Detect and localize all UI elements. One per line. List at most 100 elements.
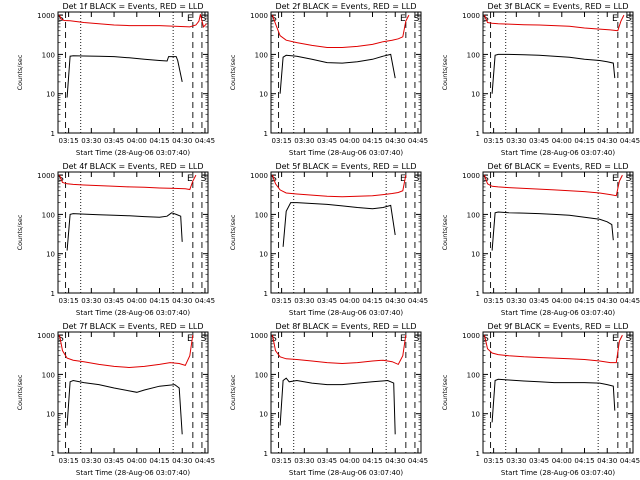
chart-panel-2: Det 2f BLACK = Events, RED = LLD Counts/s… (229, 2, 428, 157)
E-marker: E (612, 174, 618, 184)
x-tick-label: 03:30 (81, 137, 101, 145)
y-tick-label: 1 (476, 130, 480, 138)
chart-panel-3: Det 3f BLACK = Events, RED = LLD Counts/s… (441, 2, 640, 157)
x-axis-label: Start Time (28-Aug-06 03:07:40) (501, 149, 615, 157)
x-axis-label: Start Time (28-Aug-06 03:07:40) (76, 469, 190, 477)
y-axis-label: Counts/sec (229, 214, 237, 250)
y-tick-label: 1 (264, 290, 268, 298)
y-tick-label: 1000 (250, 332, 268, 340)
lld-series-line (484, 334, 623, 364)
chart-title: Det 4f BLACK = Events, RED = LLD (62, 162, 203, 171)
x-tick-label: 04:00 (340, 457, 360, 465)
x-tick-label: 04:45 (195, 457, 215, 465)
y-tick-label: 10 (46, 91, 55, 99)
y-axis-label: Counts/sec (229, 54, 237, 90)
x-tick-label: 04:15 (574, 137, 594, 145)
chart-title: Det 2f BLACK = Events, RED = LLD (275, 2, 416, 11)
chart-title: Det 5f BLACK = Events, RED = LLD (275, 162, 416, 171)
chart-panel-7: Det 7f BLACK = Events, RED = LLD Counts/s… (16, 322, 215, 477)
E-marker: E (400, 14, 406, 24)
events-series-line (491, 211, 614, 251)
y-axis-label: Counts/sec (16, 374, 24, 410)
x-tick-label: 03:15 (484, 137, 504, 145)
E-marker: E (612, 334, 618, 344)
x-tick-label: 03:15 (272, 457, 292, 465)
x-tick-label: 03:45 (529, 297, 549, 305)
y-axis-label: Counts/sec (229, 374, 237, 410)
x-tick-label: 04:15 (574, 457, 594, 465)
y-tick-label: 1 (264, 130, 268, 138)
x-axis-label: Start Time (28-Aug-06 03:07:40) (289, 309, 403, 317)
plot-frame (482, 171, 634, 294)
lld-series-line (272, 174, 407, 198)
y-tick-label: 10 (46, 411, 55, 419)
x-tick-label: 04:00 (340, 137, 360, 145)
x-tick-label: 04:45 (408, 457, 428, 465)
y-tick-label: 1 (51, 130, 55, 138)
S-marker: S (483, 334, 489, 344)
x-axis-label: Start Time (28-Aug-06 03:07:40) (76, 309, 190, 317)
x-tick-label: 03:30 (81, 297, 101, 305)
x-tick-label: 04:15 (149, 137, 169, 145)
lld-series-line (272, 14, 410, 48)
E-marker: E (400, 334, 406, 344)
chart-title: Det 6f BLACK = Events, RED = LLD (487, 162, 628, 171)
lld-series-line (272, 335, 407, 366)
x-tick-label: 03:45 (529, 457, 549, 465)
S-marker: S (201, 334, 207, 344)
x-tick-label: 04:45 (620, 137, 640, 145)
x-tick-label: 04:30 (597, 137, 617, 145)
x-tick-label: 03:15 (272, 297, 292, 305)
y-tick-label: 100 (467, 211, 480, 219)
y-tick-label: 100 (255, 51, 268, 59)
y-tick-label: 100 (42, 211, 55, 219)
x-tick-label: 04:00 (127, 457, 147, 465)
x-tick-label: 03:30 (294, 137, 314, 145)
chart-title: Det 3f BLACK = Events, RED = LLD (487, 2, 628, 11)
x-tick-label: 03:30 (506, 137, 526, 145)
x-tick-label: 03:30 (506, 297, 526, 305)
y-tick-label: 10 (259, 411, 268, 419)
x-axis-label: Start Time (28-Aug-06 03:07:40) (76, 149, 190, 157)
y-tick-label: 1 (264, 450, 268, 458)
S-marker: S (626, 174, 632, 184)
y-tick-label: 100 (42, 51, 55, 59)
S-marker: S (626, 334, 632, 344)
x-tick-label: 04:15 (362, 297, 382, 305)
x-tick-label: 03:45 (317, 137, 337, 145)
x-tick-label: 03:15 (484, 297, 504, 305)
x-tick-label: 04:45 (408, 297, 428, 305)
x-tick-label: 04:00 (127, 137, 147, 145)
chart-panel-6: Det 6f BLACK = Events, RED = LLD Counts/s… (441, 162, 640, 317)
E-marker: E (187, 14, 193, 24)
events-series-line (279, 377, 396, 435)
S-marker: S (626, 14, 632, 24)
S-marker: S (271, 334, 277, 344)
lld-series-line (59, 174, 197, 191)
chart-title: Det 9f BLACK = Events, RED = LLD (487, 322, 628, 331)
chart-panel-4: Det 4f BLACK = Events, RED = LLD Counts/s… (16, 162, 215, 317)
plot-frame (482, 11, 634, 134)
y-tick-label: 1000 (462, 172, 480, 180)
y-tick-label: 1000 (37, 12, 55, 20)
plot-frame (270, 331, 422, 454)
E-marker: E (187, 334, 193, 344)
x-tick-label: 03:15 (484, 457, 504, 465)
x-tick-label: 04:45 (195, 137, 215, 145)
chart-title: Det 8f BLACK = Events, RED = LLD (275, 322, 416, 331)
S-marker: S (58, 334, 64, 344)
plot-frame (57, 171, 209, 294)
x-tick-label: 04:15 (149, 457, 169, 465)
y-tick-label: 1000 (462, 332, 480, 340)
x-axis-label: Start Time (28-Aug-06 03:07:40) (501, 469, 615, 477)
x-tick-label: 04:30 (385, 137, 405, 145)
events-series-line (279, 53, 396, 94)
plot-frame (57, 11, 209, 134)
y-tick-label: 100 (467, 51, 480, 59)
x-tick-label: 04:45 (620, 297, 640, 305)
plot-frame (270, 171, 422, 294)
y-tick-label: 1000 (37, 172, 55, 180)
chart-title: Det 1f BLACK = Events, RED = LLD (62, 2, 203, 11)
x-tick-label: 04:30 (172, 457, 192, 465)
